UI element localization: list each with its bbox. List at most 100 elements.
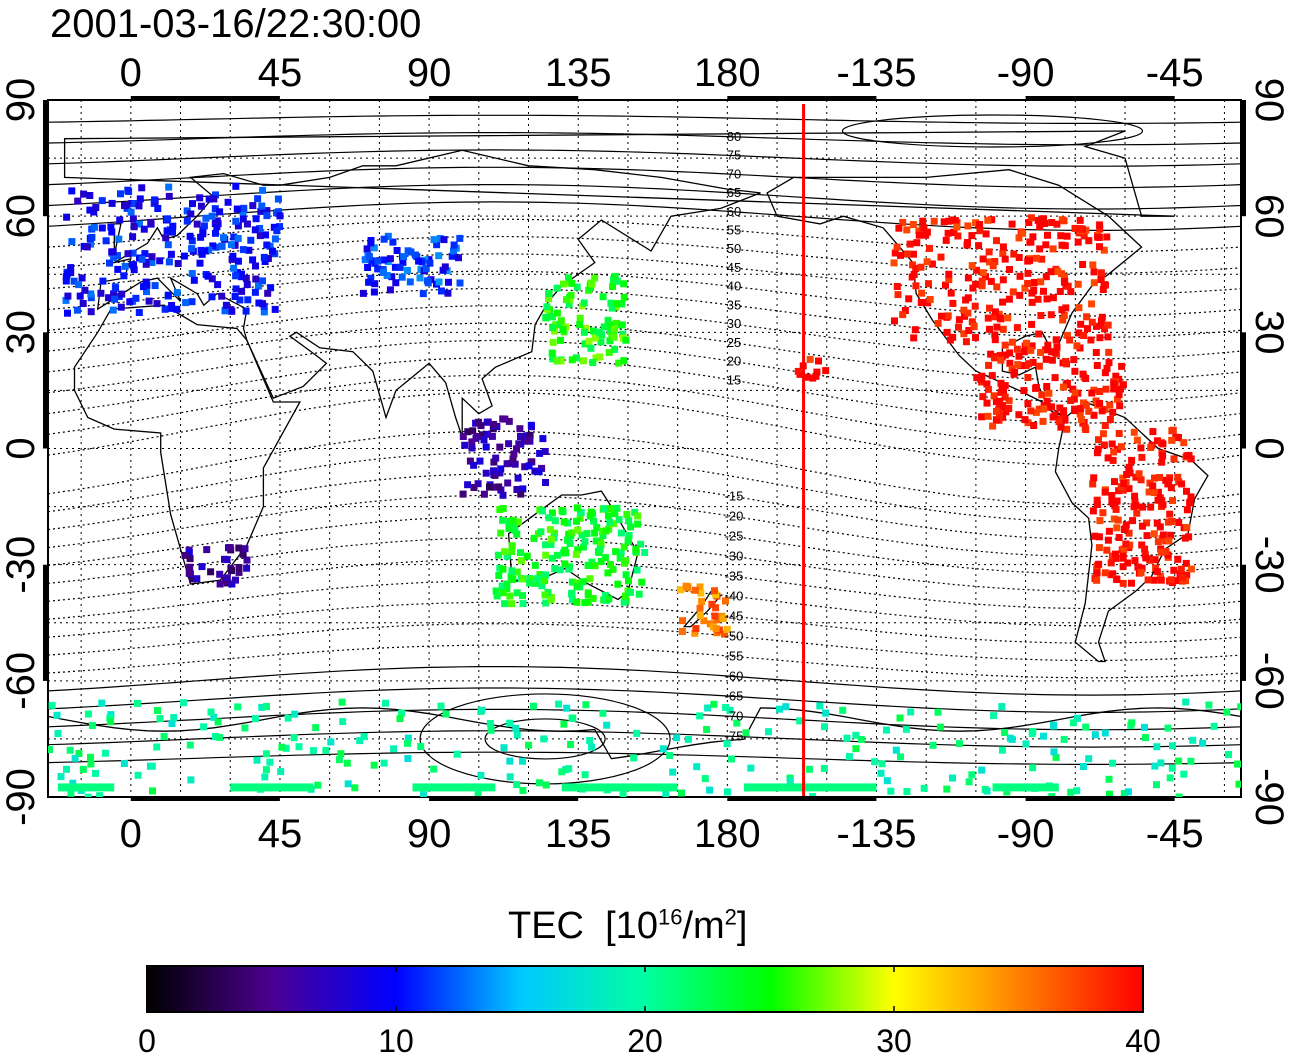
tec-cell <box>185 549 193 556</box>
tec-cell <box>86 206 94 214</box>
tec-cell <box>679 617 686 625</box>
tec-cell <box>521 463 529 471</box>
tec-cell <box>1153 568 1161 576</box>
tec-cell <box>1165 537 1173 545</box>
tec-cell <box>883 777 891 785</box>
tec-cell <box>613 319 620 327</box>
tec-cell <box>1054 268 1062 275</box>
tec-cell <box>606 518 614 526</box>
tec-cell <box>568 714 576 722</box>
tec-cell <box>1071 389 1079 397</box>
tec-cell <box>494 551 502 559</box>
tec-cell <box>1140 723 1148 731</box>
tec-cell <box>260 308 268 316</box>
mag-lat-contour <box>48 149 1241 167</box>
tec-cell <box>1137 444 1145 452</box>
tec-cell <box>234 703 242 711</box>
tec-cell <box>1119 579 1127 587</box>
tec-cell <box>57 773 65 781</box>
tec-cell <box>609 283 617 290</box>
tec-cell <box>391 263 399 271</box>
tec-cell <box>993 407 1000 415</box>
tec-cell <box>711 587 718 595</box>
tec-cell <box>1120 526 1128 533</box>
tec-cell <box>990 712 998 720</box>
tec-cell <box>809 793 817 797</box>
tec-cell <box>1040 732 1047 740</box>
tec-cell <box>1058 270 1066 278</box>
frame-band-bottom <box>1025 796 1175 801</box>
tec-cell <box>97 289 105 297</box>
tec-cell <box>555 700 563 708</box>
tec-cell <box>968 232 976 240</box>
tec-cell <box>676 586 684 594</box>
tec-cell <box>208 293 216 301</box>
tec-cell <box>1091 532 1099 540</box>
tec-cell <box>574 546 582 554</box>
tec-cell <box>186 741 194 749</box>
tec-cell <box>90 223 98 231</box>
tec-cell <box>1042 273 1050 281</box>
tec-cell <box>338 698 346 706</box>
tec-cell <box>470 461 478 469</box>
tec-cell <box>161 305 169 313</box>
tec-cell <box>1156 523 1164 531</box>
mag-lat-contour <box>48 357 1241 424</box>
mag-lat-contour <box>48 558 1241 610</box>
tec-cell <box>1042 355 1050 363</box>
tec-cell <box>587 508 595 516</box>
tec-cell <box>919 217 927 225</box>
tec-cell <box>259 186 267 194</box>
tec-cell <box>1125 467 1133 475</box>
tec-cell <box>530 534 538 542</box>
tec-cell <box>1095 436 1102 444</box>
tec-cell <box>1101 488 1109 496</box>
tec-cell <box>228 567 235 575</box>
tec-cell <box>1093 322 1100 330</box>
mag-lat-contour <box>48 644 1241 679</box>
tec-cell <box>947 289 955 297</box>
tec-cell <box>1008 338 1016 346</box>
tec-cell <box>416 274 424 282</box>
tec-cell <box>1020 387 1028 395</box>
tec-cell <box>1134 563 1142 571</box>
tec-cell <box>1138 453 1146 461</box>
tec-cell <box>1167 576 1175 584</box>
x-tick-label-bottom: -45 <box>1146 812 1204 856</box>
tec-cell <box>942 281 949 289</box>
tec-cell <box>1079 370 1087 378</box>
tec-cell <box>1058 306 1066 314</box>
tec-cell <box>479 431 486 439</box>
tec-cell <box>907 708 915 716</box>
tec-cell <box>852 745 860 753</box>
tec-cell <box>526 431 534 439</box>
tec-cell <box>972 219 980 227</box>
tec-cell <box>1080 332 1088 339</box>
tec-cell <box>503 552 511 560</box>
tec-cell <box>249 202 257 210</box>
tec-cell <box>482 469 490 477</box>
tec-cell <box>81 286 89 294</box>
tec-cell <box>252 262 259 270</box>
tec-cell <box>1056 288 1064 295</box>
tec-cell <box>992 308 999 316</box>
tec-cell <box>843 734 851 742</box>
tec-cell <box>483 418 491 426</box>
tec-cell <box>1125 529 1133 537</box>
tec-cell <box>934 319 942 327</box>
frame-band-top <box>429 96 579 101</box>
tec-cell <box>253 756 261 764</box>
x-tick-label-top: 135 <box>545 51 612 95</box>
tec-cell <box>986 304 993 312</box>
mag-lat-contour <box>48 730 1241 748</box>
tec-cell <box>1106 416 1114 423</box>
tec-cell <box>1016 291 1024 299</box>
tec-cell <box>120 272 128 280</box>
tec-cell <box>1049 245 1057 253</box>
tec-cell <box>420 791 428 797</box>
tec-cell <box>989 422 997 430</box>
tec-cell <box>519 592 526 600</box>
coastline <box>63 130 1175 217</box>
tec-cell <box>1119 486 1127 494</box>
tec-cell <box>559 508 567 516</box>
